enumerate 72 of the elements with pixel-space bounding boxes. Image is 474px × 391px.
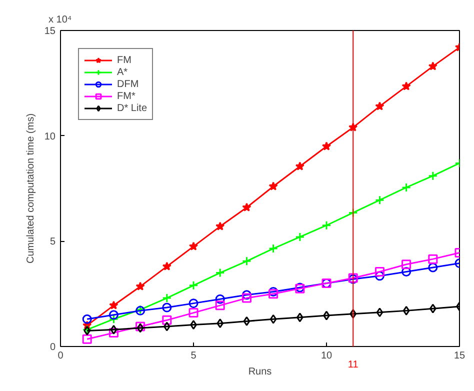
point xyxy=(215,300,225,310)
point xyxy=(402,182,412,192)
point xyxy=(243,316,250,326)
y-tick-label: 0 xyxy=(50,342,56,353)
point xyxy=(348,208,358,218)
point xyxy=(163,322,170,332)
point xyxy=(375,102,384,110)
point xyxy=(268,182,278,190)
point xyxy=(188,280,198,290)
x-axis-title: Runs xyxy=(248,366,272,378)
point xyxy=(429,304,436,314)
point xyxy=(402,82,411,90)
point xyxy=(109,300,118,310)
point xyxy=(268,289,278,299)
point xyxy=(188,242,198,250)
point xyxy=(190,320,197,330)
legend-label: A* xyxy=(117,66,129,78)
point xyxy=(322,220,332,230)
point xyxy=(268,244,278,254)
x-tick-label: 15 xyxy=(454,350,466,362)
point xyxy=(374,195,384,205)
point xyxy=(350,309,357,319)
text: x 10⁴ xyxy=(48,14,72,26)
point xyxy=(82,314,92,324)
y-axis-title: Cumulated computation time (ms) xyxy=(25,113,36,264)
point xyxy=(402,260,412,270)
ref-line-label: 11 xyxy=(348,360,359,370)
point xyxy=(215,294,225,304)
point xyxy=(270,314,277,324)
point xyxy=(216,318,224,328)
point xyxy=(162,262,172,270)
point xyxy=(242,293,252,303)
point xyxy=(216,222,225,230)
point xyxy=(162,293,172,303)
legend-label: FM* xyxy=(117,90,136,102)
point xyxy=(376,308,384,318)
point xyxy=(374,271,384,281)
point xyxy=(428,62,438,70)
point xyxy=(162,315,172,325)
point xyxy=(242,256,252,266)
point xyxy=(323,310,330,320)
point xyxy=(322,142,332,150)
x-tick-label: 5 xyxy=(190,350,197,362)
legend-label: FM xyxy=(117,54,132,66)
point xyxy=(402,266,412,276)
y-tick-label: 5 xyxy=(50,236,56,248)
point xyxy=(188,298,198,308)
point xyxy=(428,262,438,272)
point xyxy=(374,266,384,276)
point xyxy=(295,162,304,170)
point xyxy=(136,282,145,290)
point xyxy=(402,306,410,316)
point xyxy=(82,334,92,344)
x-tick-label: 0 xyxy=(58,350,64,362)
point xyxy=(242,202,252,212)
point xyxy=(108,310,118,320)
point xyxy=(242,290,252,300)
legend-label: DFM xyxy=(117,78,139,90)
y-tick-label: 10 xyxy=(44,131,56,142)
y-tick-label: 15 xyxy=(44,26,56,37)
point xyxy=(108,314,118,324)
point xyxy=(162,302,172,312)
point xyxy=(296,312,304,322)
point xyxy=(110,324,118,334)
legend-label: D* Lite xyxy=(117,102,148,114)
x-tick-label: 10 xyxy=(320,350,332,362)
point xyxy=(108,328,118,338)
point xyxy=(295,232,305,242)
point xyxy=(215,268,225,278)
point xyxy=(188,308,198,318)
point xyxy=(428,254,438,264)
point xyxy=(428,171,438,181)
